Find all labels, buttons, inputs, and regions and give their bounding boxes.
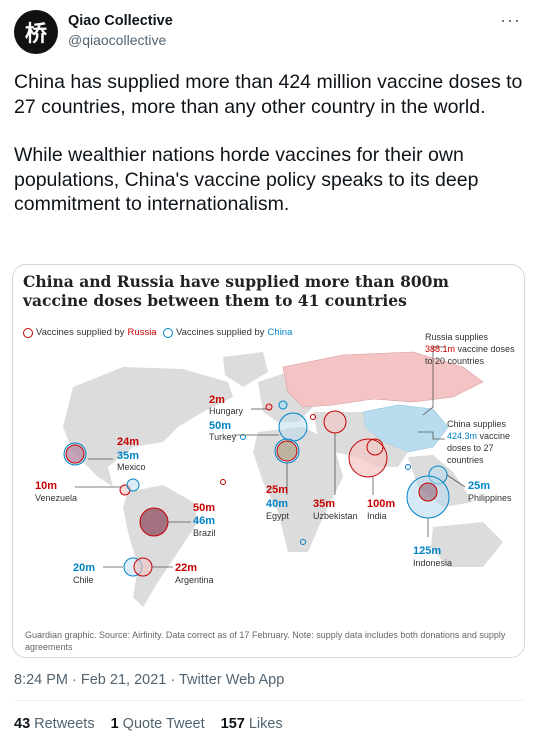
india-label: India — [367, 511, 387, 521]
brazil-russia-bubble — [139, 507, 169, 537]
legend-russia: Vaccines supplied by Russia — [23, 327, 157, 338]
world-map: 2m 50m 24m 35m 10m 50m 46m 25m 40m 35m 1… — [35, 332, 515, 607]
russia-callout-line2: 388.1m vaccine doses — [425, 344, 515, 354]
small-bubble-1 — [220, 479, 226, 485]
russia-legend-icon — [23, 327, 33, 338]
small-bubble-3 — [300, 539, 306, 545]
more-options-icon[interactable]: ··· — [500, 10, 521, 30]
avatar[interactable]: 桥 — [14, 10, 58, 54]
venezuela-russia-value: 10m — [35, 480, 57, 492]
indonesia-inner-bubble — [418, 482, 438, 502]
mexico-russia-value: 24m — [117, 436, 139, 448]
brazil-russia-value: 50m — [193, 502, 215, 514]
philippines-china-value: 25m — [468, 480, 490, 492]
tweet-text: China has supplied more than 424 million… — [14, 70, 526, 241]
brazil-label: Brazil — [193, 528, 216, 538]
india-russia-value: 100m — [367, 498, 395, 510]
egypt-russia-value: 25m — [266, 484, 288, 496]
russia-callout-line3: to 20 countries — [425, 356, 485, 366]
tweet-timestamp[interactable]: 8:24 PM · Feb 21, 2021 · Twitter Web App — [14, 672, 285, 688]
legend-china: Vaccines supplied by China — [163, 327, 292, 338]
mexico-label: Mexico — [117, 462, 146, 472]
legend-russia-name: Russia — [127, 327, 157, 338]
chile-china-value: 20m — [73, 562, 95, 574]
account-handle[interactable]: @qiaocollective — [68, 32, 167, 48]
indonesia-label: Indonesia — [413, 558, 452, 568]
mexico-china-value: 35m — [117, 450, 139, 462]
small-bubble-4 — [405, 464, 411, 470]
china-callout-line2: 424.3m vaccine — [447, 431, 510, 441]
display-name[interactable]: Qiao Collective — [68, 13, 173, 29]
hungary-russia-value: 2m — [209, 394, 225, 406]
china-callout-leader — [418, 431, 445, 440]
russia-callout-leader — [422, 346, 445, 416]
venezuela-china-bubble — [126, 478, 140, 492]
graphic-source-note: Guardian graphic. Source: Airfinity. Dat… — [25, 630, 506, 652]
hungary-russia-bubble — [265, 403, 273, 411]
hungary-label: Hungary — [209, 406, 244, 416]
south-america-shape — [123, 485, 198, 607]
graphic-title: China and Russia have supplied more than… — [23, 272, 449, 310]
small-bubble-5 — [310, 414, 316, 420]
egypt-russia-bubble — [276, 440, 298, 462]
egypt-label: Egypt — [266, 511, 290, 521]
small-bubble-2 — [240, 434, 246, 440]
philippines-label: Philippines — [468, 493, 512, 503]
argentina-russia-bubble — [133, 557, 153, 577]
uzbekistan-russia-bubble — [323, 410, 347, 434]
china-legend-icon — [163, 327, 173, 338]
uzbekistan-label: Uzbekistan — [313, 511, 358, 521]
divider — [14, 700, 524, 701]
legend-china-name: China — [267, 327, 293, 338]
retweets-stat[interactable]: 43 Retweets — [14, 716, 95, 732]
africa-shape — [253, 427, 343, 552]
tweet-stats: 43 Retweets 1 Quote Tweet 157 Likes — [14, 716, 283, 732]
media-image[interactable]: China and Russia have supplied more than… — [12, 264, 525, 658]
philippines-leader — [446, 474, 466, 488]
tweet-paragraph-1: China has supplied more than 424 million… — [14, 71, 523, 118]
india-inner-bubble — [366, 438, 384, 456]
venezuela-label: Venezuela — [35, 493, 77, 503]
greenland-shape — [223, 352, 268, 387]
mexico-russia-bubble — [65, 444, 85, 464]
tweet-paragraph-2: While wealthier nations horde vaccines f… — [14, 144, 479, 215]
likes-stat[interactable]: 157 Likes — [220, 716, 283, 732]
china-callout-line4: countries — [447, 455, 484, 465]
turkey-china-bubble — [278, 412, 308, 442]
uzbekistan-russia-value: 35m — [313, 498, 335, 510]
india-russia-bubble — [348, 438, 388, 478]
bubbles — [63, 400, 450, 577]
argentina-label: Argentina — [175, 575, 214, 585]
argentina-russia-value: 22m — [175, 562, 197, 574]
chile-label: Chile — [73, 575, 94, 585]
china-callout-line1: China supplies — [447, 419, 507, 429]
quotes-stat[interactable]: 1 Quote Tweet — [110, 716, 205, 732]
brazil-china-value: 46m — [193, 515, 215, 527]
china-callout-line3: doses to 27 — [447, 443, 494, 453]
egypt-china-value: 40m — [266, 498, 288, 510]
turkey-china-value: 50m — [209, 420, 231, 432]
hungary-china-bubble — [278, 400, 288, 410]
avatar-glyph: 桥 — [24, 22, 47, 47]
turkey-label: Turkey — [209, 432, 237, 442]
russia-callout-line1: Russia supplies — [425, 332, 489, 342]
australia-shape — [431, 522, 503, 567]
north-america-shape — [63, 367, 233, 487]
indonesia-china-value: 125m — [413, 545, 441, 557]
